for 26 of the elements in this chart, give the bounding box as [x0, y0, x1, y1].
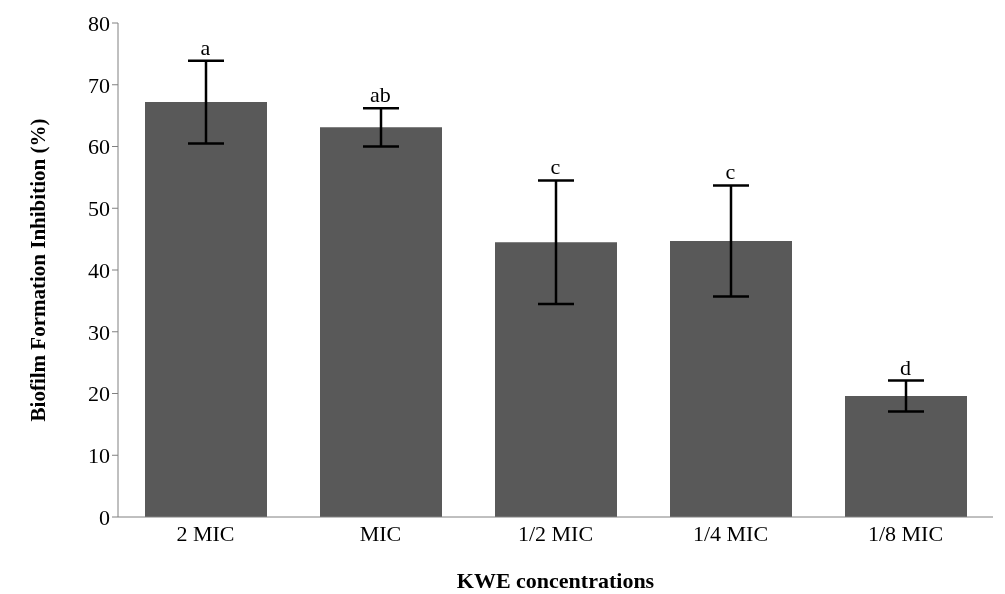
- y-tick-label: 20: [88, 381, 110, 407]
- y-tick-label: 50: [88, 196, 110, 222]
- annotation: ab: [370, 82, 391, 108]
- bar: [845, 395, 967, 517]
- bar: [495, 242, 617, 517]
- bar: [145, 102, 267, 517]
- y-tick-label: 70: [88, 72, 110, 98]
- x-tick-label: 2 MIC: [176, 520, 235, 546]
- x-tick-label: MIC: [359, 520, 402, 546]
- bar: [320, 127, 442, 517]
- annotation: d: [900, 354, 911, 380]
- bar: [670, 240, 792, 517]
- annotation: c: [550, 154, 561, 180]
- y-tick-label: 80: [88, 10, 110, 36]
- y-tick-label: 40: [88, 257, 110, 283]
- y-tick-label: 10: [88, 443, 110, 469]
- x-tick-label: 1/8 MIC: [867, 520, 944, 546]
- x-tick-label: 1/4 MIC: [692, 520, 769, 546]
- y-axis-title: Biofilm Formation Inhibition (%): [26, 118, 51, 422]
- annotation: a: [200, 34, 211, 60]
- x-axis-title: KWE concentrations: [456, 568, 655, 593]
- annotation: c: [725, 159, 736, 185]
- y-tick-label: 60: [88, 134, 110, 160]
- y-tick-label: 0: [99, 504, 110, 530]
- x-tick-label: 1/2 MIC: [517, 520, 594, 546]
- y-tick-label: 30: [88, 319, 110, 345]
